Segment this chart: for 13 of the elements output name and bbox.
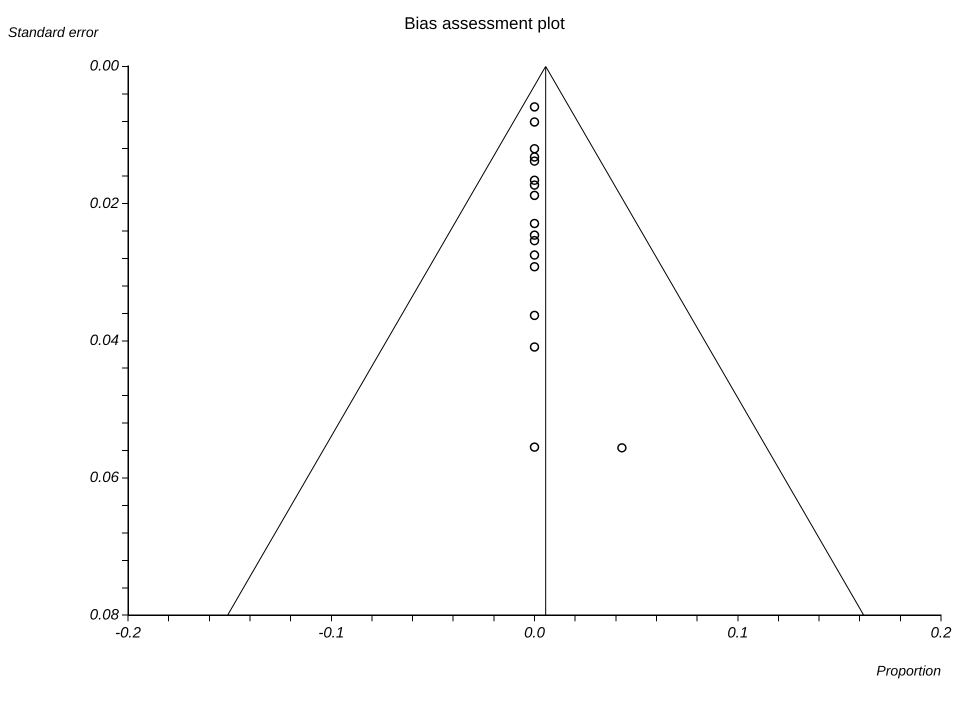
x-tick-label: 0.1 [727, 624, 748, 642]
x-axis-title: Proportion [876, 662, 942, 678]
y-tick-label: 0.00 [90, 58, 120, 75]
y-tick-label: 0.06 [90, 469, 120, 486]
y-tick-label: 0.02 [90, 194, 120, 212]
y-tick-label: 0.08 [90, 606, 120, 624]
x-tick-label: -0.1 [318, 624, 344, 642]
x-tick-label: 0.0 [524, 624, 546, 642]
x-tick-label: -0.2 [115, 624, 142, 642]
y-axis-title: Standard error [8, 24, 98, 40]
y-tick-label: 0.04 [90, 332, 119, 349]
x-tick-label: 0.2 [930, 624, 952, 642]
chart-title: Bias assessment plot [404, 14, 566, 33]
